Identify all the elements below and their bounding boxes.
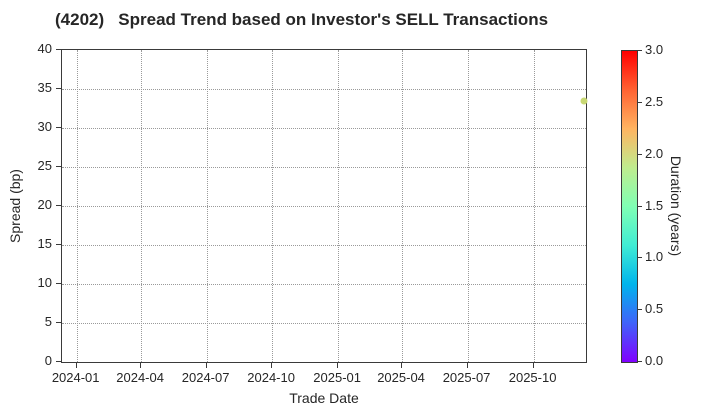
x-tick-label: 2024-04 bbox=[116, 370, 164, 385]
y-tick-mark bbox=[56, 322, 61, 323]
chart-title: (4202) Spread Trend based on Investor's … bbox=[55, 10, 549, 29]
gridline-vertical bbox=[141, 50, 143, 362]
colorbar-tick-mark bbox=[638, 153, 642, 155]
gridline-vertical bbox=[206, 50, 208, 362]
x-tick-label: 2025-10 bbox=[508, 370, 557, 385]
colorbar-tick-mark bbox=[638, 50, 642, 51]
scatter-point bbox=[580, 97, 588, 105]
gridline-horizontal bbox=[62, 167, 586, 168]
y-tick-label: 5 bbox=[44, 314, 52, 329]
gridline-horizontal bbox=[62, 284, 586, 285]
colorbar-tick-mark bbox=[638, 309, 642, 311]
x-tick-label: 2024-07 bbox=[181, 370, 230, 385]
y-tick-mark bbox=[56, 244, 61, 245]
colorbar-tick-label: 1.5 bbox=[645, 197, 664, 213]
gridline-vertical bbox=[272, 50, 274, 362]
x-tick-mark bbox=[205, 363, 207, 368]
gridline-vertical bbox=[402, 50, 404, 362]
gridline-horizontal bbox=[62, 245, 586, 246]
colorbar-tick-mark bbox=[638, 361, 642, 362]
y-tick-label: 25 bbox=[37, 158, 52, 173]
y-tick-label: 15 bbox=[37, 236, 52, 251]
y-tick-mark bbox=[56, 361, 61, 362]
colorbar-gradient bbox=[621, 50, 638, 363]
x-tick-mark bbox=[140, 363, 142, 368]
gridline-vertical bbox=[467, 50, 469, 362]
y-tick-label: 35 bbox=[37, 80, 52, 95]
y-tick-mark bbox=[56, 88, 61, 89]
x-tick-label: 2025-04 bbox=[377, 370, 425, 385]
y-tick-mark bbox=[56, 166, 61, 167]
colorbar-label: Duration (years) bbox=[668, 155, 684, 257]
y-tick-mark bbox=[56, 127, 61, 128]
x-tick-label: 2024-10 bbox=[247, 370, 295, 385]
colorbar-tick-label: 3.0 bbox=[645, 42, 664, 57]
y-tick-label: 40 bbox=[37, 41, 52, 56]
colorbar-tick-label: 0.0 bbox=[645, 353, 664, 368]
gridline-horizontal bbox=[62, 206, 586, 207]
gridline-horizontal bbox=[62, 89, 586, 90]
x-tick-mark bbox=[75, 363, 77, 368]
colorbar-tick-label: 2.5 bbox=[645, 93, 664, 109]
x-tick-label: 2025-01 bbox=[313, 370, 361, 385]
x-tick-mark bbox=[401, 363, 403, 368]
y-tick-label: 30 bbox=[37, 119, 52, 134]
x-axis-label: Trade Date bbox=[289, 390, 359, 406]
x-tick-mark bbox=[337, 363, 339, 368]
y-tick-label: 10 bbox=[37, 275, 52, 290]
x-tick-label: 2024-01 bbox=[51, 370, 100, 385]
colorbar-tick-label: 1.0 bbox=[645, 249, 664, 265]
plot-area bbox=[61, 49, 588, 363]
colorbar-tick-mark bbox=[638, 101, 642, 103]
gridline-vertical bbox=[533, 50, 535, 362]
colorbar-tick-mark bbox=[638, 205, 642, 207]
y-tick-mark bbox=[56, 283, 61, 284]
x-tick-mark bbox=[271, 363, 273, 368]
colorbar-tick-label: 0.5 bbox=[645, 301, 664, 317]
gridline-vertical bbox=[76, 50, 78, 362]
x-tick-mark bbox=[466, 363, 468, 368]
y-tick-mark bbox=[56, 205, 61, 206]
colorbar-tick-mark bbox=[638, 257, 642, 259]
gridline-horizontal bbox=[62, 323, 586, 324]
x-tick-label: 2025-07 bbox=[442, 370, 491, 385]
x-tick-mark bbox=[532, 363, 534, 368]
colorbar-tick-label: 2.0 bbox=[645, 145, 664, 161]
y-tick-label: 0 bbox=[44, 353, 52, 368]
y-tick-mark bbox=[56, 49, 61, 50]
y-tick-label: 20 bbox=[37, 197, 52, 212]
gridline-horizontal bbox=[62, 128, 586, 129]
gridline-vertical bbox=[338, 50, 340, 362]
